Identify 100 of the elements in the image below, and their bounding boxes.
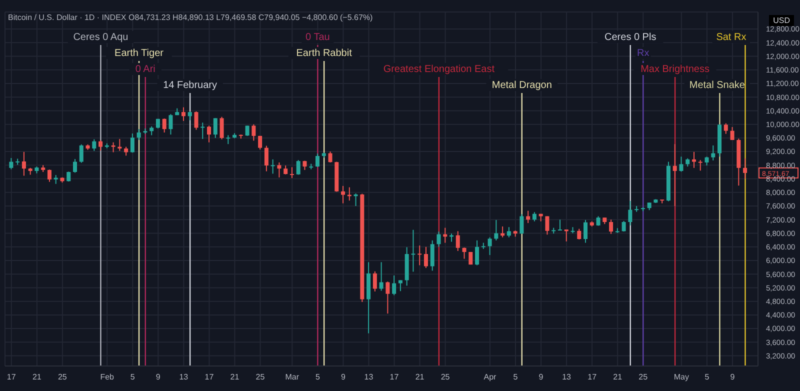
candlestick	[111, 142, 116, 153]
candlestick	[475, 240, 480, 266]
candlestick	[386, 281, 390, 314]
candlestick	[462, 247, 466, 260]
candlestick	[372, 270, 377, 292]
candlestick	[430, 240, 434, 272]
x-tick-label: 9	[340, 372, 346, 382]
candlestick	[290, 166, 294, 179]
x-tick-label: 17	[6, 372, 16, 382]
candlestick	[9, 158, 14, 170]
candlestick	[698, 160, 702, 172]
candlestick	[506, 226, 511, 238]
x-tick-label: May	[674, 372, 689, 382]
candlestick	[328, 151, 332, 163]
candlestick	[730, 126, 734, 140]
candlestick	[628, 200, 632, 226]
ref-line-label: 0 Ari	[135, 64, 156, 75]
ref-line-label: Greatest Elongation East	[383, 64, 495, 75]
x-tick-label: 5	[315, 372, 320, 382]
x-tick-label: 9	[730, 372, 736, 382]
candlestick	[258, 135, 262, 150]
candlestick	[168, 114, 173, 136]
candlestick	[252, 124, 256, 142]
ref-line-label: Ceres 0 Pls	[604, 32, 656, 43]
candlestick	[270, 158, 275, 174]
candlestick	[622, 220, 626, 232]
candlestick	[162, 118, 166, 133]
candlestick	[220, 116, 224, 140]
x-tick-label: 17	[588, 372, 598, 382]
candlestick	[66, 171, 71, 182]
candlestick	[545, 216, 550, 236]
x-tick-label: 13	[179, 372, 189, 382]
ref-line-label: 0 Tau	[306, 32, 330, 43]
x-tick-label: 21	[230, 372, 240, 382]
x-tick-label: 17	[204, 372, 214, 382]
x-tick-label: 9	[538, 372, 544, 382]
candlestick	[194, 110, 198, 130]
candlestick	[47, 169, 52, 182]
candlestick	[520, 214, 524, 234]
candlestick	[245, 125, 250, 136]
x-tick-label: Mar	[285, 372, 300, 382]
candlestick	[181, 106, 186, 122]
ref-line-label: Ceres 0 Aqu	[73, 32, 128, 43]
ref-line-label: Metal Dragon	[492, 80, 552, 91]
candlestick	[672, 144, 677, 207]
candlestick	[73, 158, 78, 174]
candlestick	[22, 151, 26, 176]
candlestick	[98, 140, 103, 152]
candlestick	[584, 219, 588, 244]
candlestick	[424, 246, 428, 268]
candlestick	[609, 219, 614, 234]
x-tick-label: 25	[638, 372, 648, 382]
candlestick	[724, 122, 728, 134]
x-tick-label: 9	[156, 372, 161, 382]
x-tick-label: 25	[440, 372, 450, 382]
chart-subtitle: Bitcoin / U.S. Dollar · 1D · INDEX O84,731.23 H84,890.13 L79,469.58 C79,940.05 −4,800.60 (−5.67%)	[8, 13, 373, 22]
candlestick	[411, 229, 416, 272]
candlestick	[136, 128, 141, 140]
candlestick	[692, 151, 696, 168]
candlestick	[92, 138, 96, 152]
candlestick	[296, 160, 300, 176]
x-tick-label: 5	[513, 372, 518, 382]
ref-line-label: Earth Tiger	[114, 48, 164, 59]
x-tick-label: Apr	[484, 372, 497, 382]
candlestick	[494, 219, 498, 241]
x-tick-label: 17	[390, 372, 400, 382]
candlestick	[200, 122, 205, 140]
candlestick	[436, 231, 441, 248]
ref-line-label: Metal Snake	[689, 80, 746, 91]
x-tick-label: 13	[562, 372, 572, 382]
x-tick-label: 5	[704, 372, 710, 382]
x-tick-label: 25	[58, 372, 68, 382]
x-tick-label: 21	[415, 372, 425, 382]
candlestick	[79, 144, 84, 164]
candlestick	[577, 228, 582, 240]
ref-line-label: Sat Rx	[716, 32, 746, 43]
x-tick-label: Feb	[100, 372, 115, 382]
candlestick	[558, 219, 562, 232]
candlestick	[679, 156, 684, 172]
candlestick	[130, 133, 134, 154]
candlestick	[398, 280, 402, 292]
ref-line-label: Rx	[637, 48, 650, 59]
y-axis-title: USD	[769, 15, 794, 26]
x-tick-label: 21	[613, 372, 623, 382]
candlestick	[456, 230, 460, 252]
candlestick	[418, 245, 422, 266]
candlestick	[711, 144, 716, 161]
candlestick	[213, 118, 218, 138]
ref-line-label: Earth Rabbit	[296, 48, 352, 59]
ref-line-label: 14 February	[163, 80, 218, 91]
candlestick	[341, 185, 346, 204]
x-tick-label: 21	[32, 372, 42, 382]
candlestick	[207, 125, 212, 143]
candlestick	[532, 212, 536, 222]
candlestick	[743, 158, 748, 180]
x-tick-label: 13	[364, 372, 374, 382]
candlestick	[315, 153, 320, 168]
candlestick	[392, 274, 396, 296]
candlestick	[264, 145, 268, 172]
candlestick	[596, 216, 600, 226]
